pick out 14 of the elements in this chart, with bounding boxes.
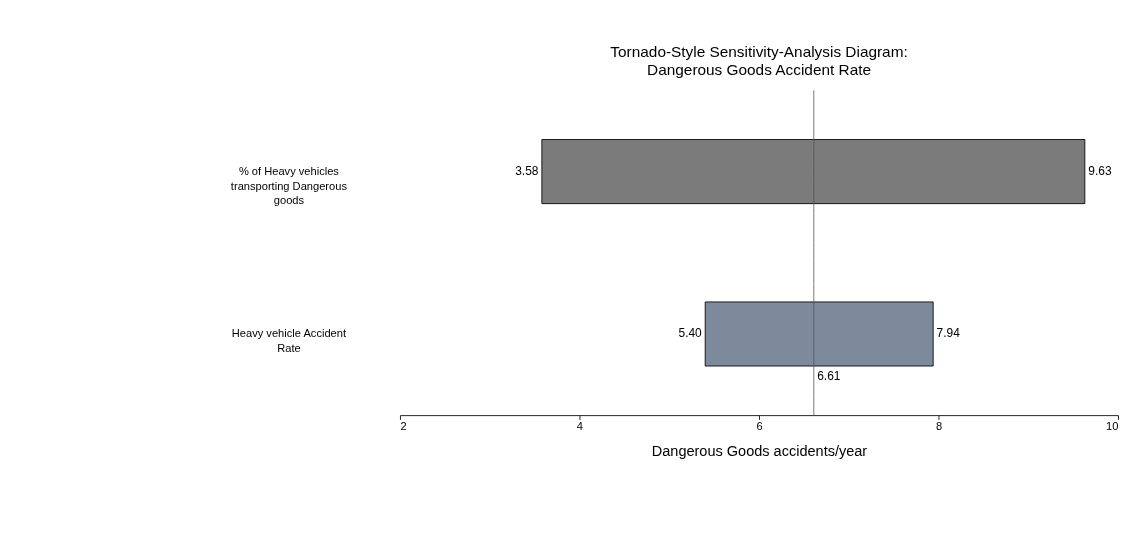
x-tick-label: 8 bbox=[935, 420, 943, 433]
y-tick-label: % of Heavy vehicles transporting Dangerous goods bbox=[230, 165, 348, 207]
x-axis-title: Dangerous Goods accidents/year bbox=[651, 442, 868, 459]
x-tick-label: 2 bbox=[400, 420, 407, 433]
annotation: 5.40 bbox=[678, 326, 703, 341]
x-tick-label: 6 bbox=[756, 420, 763, 433]
chart-title: Tornado-Style Sensitivity-Analysis Diagram: Dangerous Goods Accident Rate bbox=[610, 43, 908, 78]
y-tick-label: Heavy vehicle Accident Rate bbox=[231, 327, 347, 354]
x-tick-label: 4 bbox=[576, 420, 584, 433]
x-tick-label: 10 bbox=[1106, 420, 1119, 433]
annotation: 9.63 bbox=[1088, 164, 1112, 178]
annotation: 7.94 bbox=[936, 326, 961, 341]
ref-line-label: 6.61 bbox=[817, 369, 841, 384]
annotation: 3.58 bbox=[515, 164, 539, 178]
